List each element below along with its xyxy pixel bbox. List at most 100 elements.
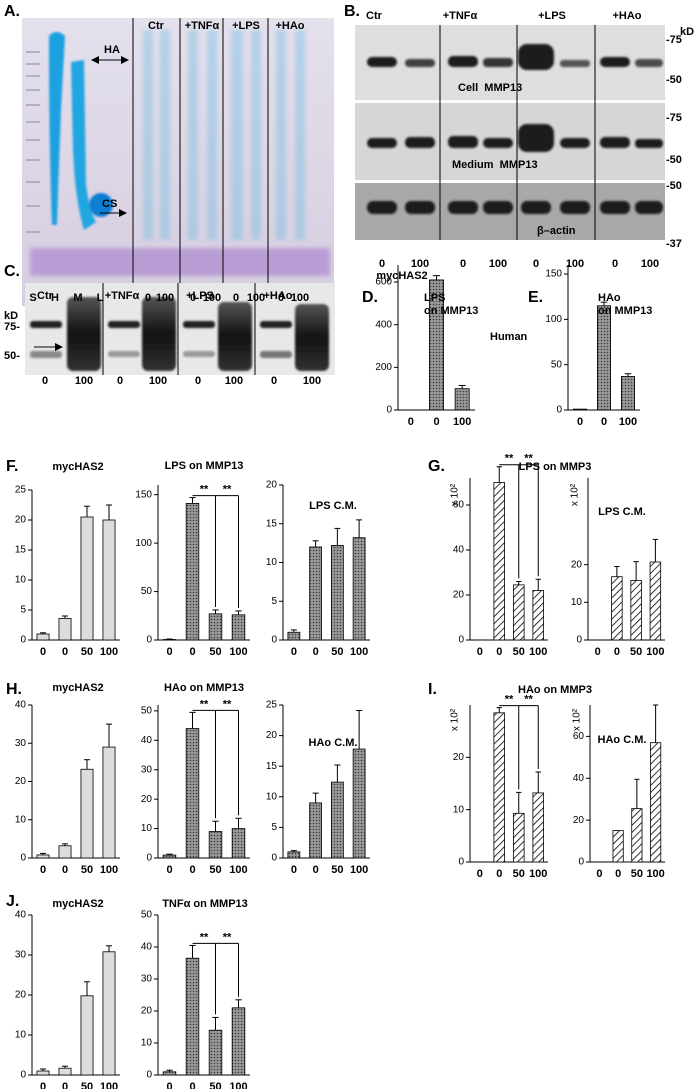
y-tick-label: 15	[15, 545, 27, 556]
dose-label: 100	[641, 258, 659, 270]
y-tick-label: 10	[141, 1038, 153, 1049]
x-tick-label: 0	[166, 1081, 172, 1089]
x-tick-label: 100	[100, 1081, 118, 1089]
dose-label: 100	[303, 375, 321, 387]
x-tick-label: 0	[166, 864, 172, 876]
chart-title: on MMP13	[424, 305, 478, 317]
y-tick-label: 10	[266, 791, 278, 802]
x-tick-label: 100	[350, 646, 368, 658]
ladder	[26, 51, 40, 233]
x-tick-label: 0	[62, 1081, 68, 1089]
bar	[36, 1070, 50, 1076]
x-tick-label: 0	[189, 864, 195, 876]
bar	[231, 1007, 246, 1076]
group-label: +LPS	[538, 10, 566, 22]
y-tick-label: 20	[15, 990, 27, 1001]
x-tick-label: 0	[615, 868, 621, 880]
x-tick-label: 0	[596, 868, 602, 880]
lane-label: L	[97, 292, 104, 304]
bands	[367, 44, 663, 214]
size-label: -50	[666, 74, 682, 86]
bar	[102, 519, 116, 641]
lane-label: H	[51, 292, 59, 304]
chart-title: HAo C.M.	[598, 734, 647, 746]
x-tick-label: 50	[331, 646, 343, 658]
y-tick-label: 60	[573, 731, 585, 742]
size-label: 75-	[4, 321, 20, 333]
y-tick-label: 25	[15, 485, 27, 496]
x-tick-label: 0	[62, 864, 68, 876]
group-label: +TNFα	[105, 290, 140, 302]
chart-title: TNFα on MMP13	[162, 898, 248, 910]
chart-title: LPS C.M.	[598, 506, 646, 518]
y-tick-label: 5	[271, 596, 277, 607]
y-tick-label: 0	[20, 635, 26, 646]
y-tick-label: 100	[135, 538, 152, 549]
y-tick-label: 50	[551, 359, 563, 370]
x-tick-label: 100	[229, 864, 247, 876]
x-tick-label: 0	[313, 646, 319, 658]
chart-title: mycHAS2	[52, 898, 103, 910]
x-tick-label: 100	[229, 1081, 247, 1089]
panel-label: C.	[4, 263, 20, 280]
panel-label: B.	[344, 3, 360, 20]
bar	[36, 633, 50, 641]
y-tick-label: 10	[453, 804, 465, 815]
x-tick-label: 100	[646, 646, 664, 658]
size-label: -50	[666, 154, 682, 166]
x-tick-label: 0	[577, 416, 583, 428]
group-label: Ctr	[366, 10, 383, 22]
size-label: 50-	[4, 350, 20, 362]
bar	[58, 1067, 72, 1076]
dose-label: 0	[612, 258, 618, 270]
y-axis-label: x 10²	[572, 708, 583, 731]
chart-title: HAo on MMP13	[164, 682, 244, 694]
x-tick-label: 0	[496, 646, 502, 658]
bar	[573, 408, 588, 411]
x-tick-label: 50	[631, 868, 643, 880]
y-tick-label: 30	[141, 764, 153, 775]
x-tick-label: 100	[100, 646, 118, 658]
bar	[102, 951, 116, 1076]
lane-dividers	[102, 283, 256, 375]
dose-label: 0	[460, 258, 466, 270]
y-tick-label: 25	[266, 700, 278, 711]
bar	[330, 781, 344, 859]
bar	[231, 614, 246, 641]
x-tick-label: 50	[81, 864, 93, 876]
y-tick-label: 20	[453, 752, 465, 763]
bar	[532, 792, 545, 863]
x-tick-label: 0	[62, 646, 68, 658]
x-tick-label: 0	[40, 646, 46, 658]
dose-label: 100	[489, 258, 507, 270]
x-tick-label: 50	[209, 1081, 221, 1089]
chart-title: HAo on MMP3	[518, 684, 592, 696]
lane-label: S	[29, 292, 36, 304]
y-tick-label: 400	[375, 319, 392, 330]
dose-label: 0	[195, 375, 201, 387]
significance-label: **	[505, 453, 514, 465]
group-label: +HAo	[263, 290, 292, 302]
y-tick-label: 150	[545, 269, 562, 280]
y-tick-label: 0	[386, 405, 392, 416]
bar	[352, 537, 366, 641]
y-tick-label: 30	[15, 738, 27, 749]
bar	[208, 613, 223, 641]
bar	[352, 748, 366, 859]
significance-label: **	[524, 694, 533, 706]
chart-title: LPS C.M.	[309, 500, 357, 512]
x-tick-label: 100	[100, 864, 118, 876]
y-tick-label: 20	[266, 730, 278, 741]
x-tick-label: 0	[313, 864, 319, 876]
dose-label: 100	[156, 292, 174, 304]
blot-title: mycHAS2	[376, 270, 427, 282]
dose-label: 0	[145, 292, 151, 304]
bar	[58, 618, 72, 641]
x-tick-label: 100	[529, 646, 547, 658]
bar	[162, 854, 177, 859]
y-tick-label: 10	[266, 557, 278, 568]
x-tick-label: 50	[513, 868, 525, 880]
bar	[512, 584, 525, 641]
x-tick-label: 50	[630, 646, 642, 658]
